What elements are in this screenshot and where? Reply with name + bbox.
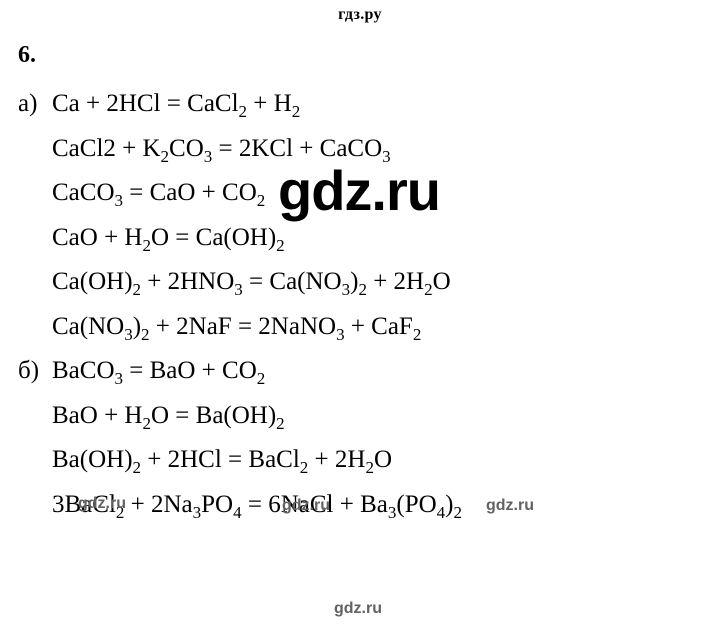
equations-content: а)Ca + 2HCl = CaCl2 + H2 CaCl2 + K2CO3 =…	[18, 82, 702, 527]
equation-line: CaCO3 = CaO + CO2	[18, 171, 702, 216]
equation-text: Ba(OH)2 + 2HCl = BaCl2 + 2H2O	[52, 446, 392, 473]
part-label-a: а)	[18, 82, 52, 127]
equation-line: б)BaCO3 = BaO + CO2	[18, 349, 702, 394]
equation-line: а)Ca + 2HCl = CaCl2 + H2	[18, 82, 702, 127]
site-header: гдз.ру	[0, 6, 720, 24]
equation-line: Ba(OH)2 + 2HCl = BaCl2 + 2H2O	[18, 438, 702, 483]
equation-text: Ca(OH)2 + 2HNO3 = Ca(NO3)2 + 2H2O	[52, 268, 451, 295]
page: гдз.ру 6. а)Ca + 2HCl = CaCl2 + H2 CaCl2…	[0, 0, 720, 626]
equation-text: BaCO3 = BaO + CO2	[52, 357, 265, 384]
equation-line: Ca(NO3)2 + 2NaF = 2NaNO3 + CaF2	[18, 305, 702, 350]
equation-text: BaO + H2O = Ba(OH)2	[52, 402, 285, 429]
equation-text: CaCl2 + K2CO3 = 2KCl + CaCO3	[52, 135, 391, 162]
equation-line: CaCl2 + K2CO3 = 2KCl + CaCO3	[18, 127, 702, 172]
equation-line: 3BaCl2 + 2Na3PO4 = 6NaCl + Ba3(PO4)2	[18, 483, 702, 528]
part-label-b: б)	[18, 349, 52, 394]
equation-text: CaCO3 = CaO + CO2	[52, 179, 265, 206]
watermark-small: gdz.ru	[334, 600, 382, 618]
equation-text: 3BaCl2 + 2Na3PO4 = 6NaCl + Ba3(PO4)2	[52, 491, 462, 518]
equation-line: BaO + H2O = Ba(OH)2	[18, 394, 702, 439]
equation-line: CaO + H2O = Ca(OH)2	[18, 216, 702, 261]
equation-text: Ca + 2HCl = CaCl2 + H2	[52, 90, 300, 117]
question-number: 6.	[18, 42, 36, 69]
equation-text: CaO + H2O = Ca(OH)2	[52, 224, 285, 251]
equation-line: Ca(OH)2 + 2HNO3 = Ca(NO3)2 + 2H2O	[18, 260, 702, 305]
equation-text: Ca(NO3)2 + 2NaF = 2NaNO3 + CaF2	[52, 313, 421, 340]
